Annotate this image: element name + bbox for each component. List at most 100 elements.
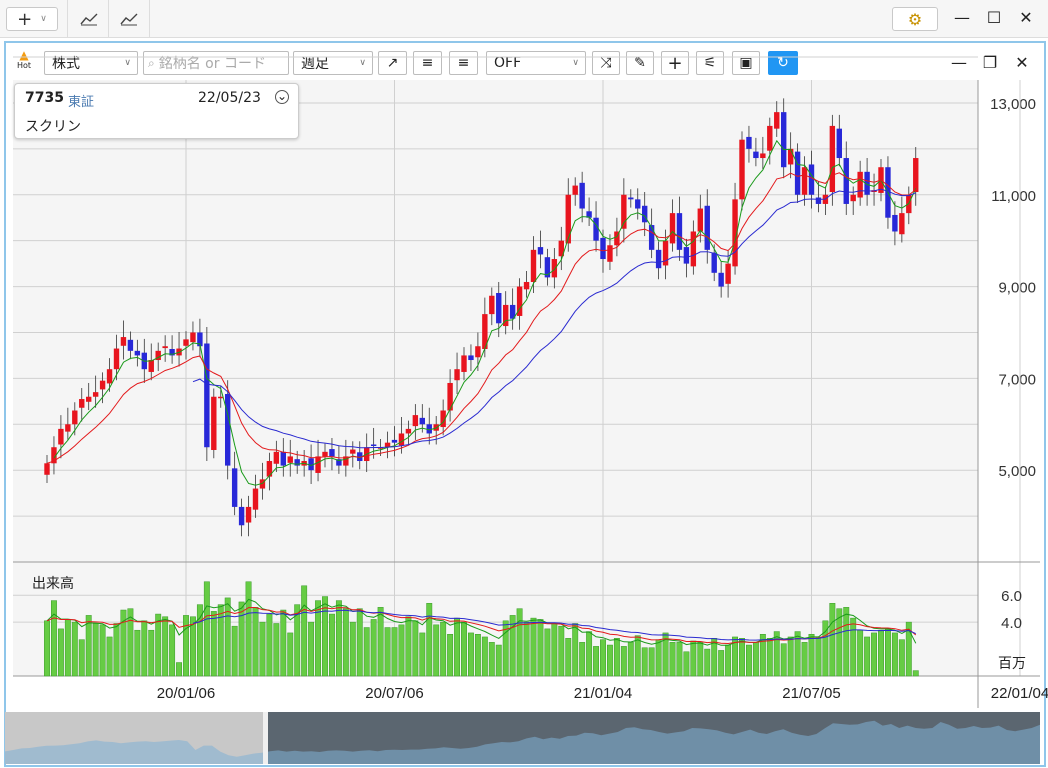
volume-tick-label: 4.0 bbox=[1001, 615, 1022, 632]
volume-bar bbox=[537, 619, 544, 677]
arrow-tool-button[interactable]: ↗ bbox=[378, 51, 407, 75]
stock-name: スクリン bbox=[25, 119, 81, 135]
candle-body bbox=[669, 213, 676, 244]
candle-body bbox=[190, 332, 196, 343]
volume-bar bbox=[245, 581, 252, 677]
panel-close-button[interactable]: ✕ bbox=[1015, 53, 1029, 72]
draw-button[interactable]: ✎ bbox=[626, 51, 654, 75]
volume-bar bbox=[669, 642, 676, 677]
volume-bar bbox=[620, 646, 627, 677]
align-right-button[interactable]: ≡ bbox=[449, 51, 478, 75]
volume-bar bbox=[773, 631, 780, 677]
volume-bar bbox=[440, 621, 447, 677]
volume-bar bbox=[523, 621, 530, 677]
price-tick-label: 11,000 bbox=[991, 188, 1036, 205]
crosshair-button[interactable]: + bbox=[661, 51, 689, 75]
gear-icon: ⚙ bbox=[907, 9, 923, 29]
volume-bar bbox=[746, 644, 752, 677]
screenshot-button[interactable]: ▣ bbox=[732, 51, 760, 75]
volume-bar bbox=[363, 627, 370, 677]
candle-body bbox=[468, 355, 474, 361]
refresh-button[interactable]: ↻ bbox=[768, 51, 798, 75]
volume-bar bbox=[224, 597, 231, 677]
candle-body bbox=[913, 158, 919, 193]
volume-bar bbox=[822, 620, 829, 677]
volume-ma-mid-line bbox=[46, 606, 917, 645]
chart-tab-button-2[interactable] bbox=[108, 0, 150, 38]
volume-bar bbox=[516, 608, 523, 677]
app-minimize-button[interactable]: — bbox=[954, 8, 970, 27]
time-tick-label: 20/07/06 bbox=[365, 685, 423, 702]
period-select[interactable]: 週足 ∨ bbox=[293, 51, 373, 75]
candle-body bbox=[496, 292, 502, 324]
volume-bar bbox=[44, 620, 50, 677]
volume-bar bbox=[690, 640, 697, 677]
volume-bar bbox=[801, 642, 808, 677]
chevron-down-circle-icon[interactable]: ⌄ bbox=[275, 89, 289, 104]
candle-body bbox=[794, 151, 801, 195]
arrow-up-right-icon: ↗ bbox=[386, 55, 399, 71]
app-close-button[interactable]: ✕ bbox=[1019, 8, 1033, 27]
settings-button[interactable]: ⚙ bbox=[892, 7, 938, 31]
candle-body bbox=[391, 439, 398, 443]
volume-bar bbox=[85, 615, 92, 677]
volume-bar bbox=[433, 624, 440, 677]
candle-body bbox=[683, 247, 690, 264]
volume-bar bbox=[398, 624, 405, 677]
volume-bar bbox=[203, 581, 210, 677]
candle-body bbox=[850, 194, 856, 202]
candle-body bbox=[572, 185, 578, 195]
panel-minimize-button[interactable]: — bbox=[951, 53, 967, 72]
volume-bar bbox=[704, 648, 711, 677]
stock-info-box: 7735 東証 22/05/23 ⌄ スクリン bbox=[14, 83, 299, 139]
volume-bar bbox=[419, 632, 426, 677]
candle-body bbox=[134, 350, 141, 356]
volume-bar bbox=[308, 621, 315, 677]
volume-bar bbox=[183, 615, 189, 677]
period-select-value: 週足 bbox=[301, 56, 329, 72]
indicator-settings-button[interactable]: ⚟ bbox=[696, 51, 724, 75]
volume-bar bbox=[287, 632, 294, 677]
add-menu-button[interactable]: + ∨ bbox=[6, 7, 58, 31]
candle-body bbox=[79, 399, 85, 408]
candle-body bbox=[454, 369, 460, 381]
price-tick-label: 5,000 bbox=[998, 463, 1036, 480]
volume-bar bbox=[739, 638, 745, 677]
line-chart-icon bbox=[79, 13, 97, 26]
volume-bar bbox=[92, 623, 99, 677]
chart-tab-button-1[interactable] bbox=[67, 0, 109, 38]
volume-bar bbox=[891, 632, 898, 677]
candle-body bbox=[607, 245, 613, 262]
candle-body bbox=[523, 281, 530, 290]
volume-bar bbox=[259, 621, 266, 677]
volume-bar bbox=[370, 619, 377, 677]
candle-body bbox=[308, 458, 314, 471]
app-restore-button[interactable]: ☐ bbox=[986, 8, 1002, 27]
candle-body bbox=[558, 240, 564, 257]
candle-body bbox=[565, 194, 571, 244]
candle-body bbox=[503, 304, 509, 327]
panel-restore-button[interactable]: ❐ bbox=[982, 53, 998, 72]
candle-body bbox=[829, 125, 836, 193]
candle-body bbox=[899, 213, 905, 235]
volume-bar bbox=[593, 646, 599, 677]
volume-bar bbox=[634, 635, 641, 677]
candle-body bbox=[739, 139, 745, 200]
candle-body bbox=[551, 259, 558, 278]
candle-body bbox=[315, 456, 321, 473]
market-select[interactable]: 株式 ∨ bbox=[44, 51, 138, 75]
volume-bar bbox=[488, 642, 495, 677]
candle-body bbox=[516, 286, 523, 316]
volume-bar bbox=[815, 636, 822, 677]
candle-body bbox=[231, 468, 238, 507]
search-input[interactable]: ⌕ 銘柄名 or コード bbox=[143, 51, 289, 75]
volume-bar bbox=[335, 600, 342, 677]
candle-body bbox=[65, 424, 71, 432]
volume-bar bbox=[627, 642, 634, 677]
hot-button[interactable]: ▲ Hot bbox=[14, 49, 34, 70]
shuffle-button[interactable]: ⤨ bbox=[592, 51, 620, 75]
volume-bar bbox=[718, 650, 725, 677]
align-left-button[interactable]: ≡ bbox=[413, 51, 442, 75]
mode-select[interactable]: OFF ∨ bbox=[486, 51, 586, 75]
